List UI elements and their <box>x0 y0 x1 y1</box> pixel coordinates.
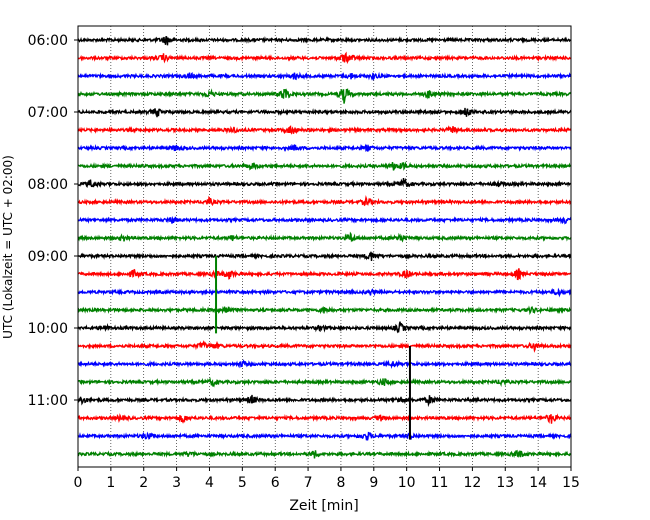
tall-events <box>215 256 411 440</box>
trace-line <box>77 51 572 65</box>
trace-line <box>77 231 572 243</box>
trace-line <box>77 359 572 370</box>
trace-line <box>77 449 572 459</box>
y-axis-ticks: 06:00 07:00 08:00 09:00 10:00 11:00 <box>28 33 78 409</box>
trace-line <box>77 377 572 388</box>
trace-line <box>77 287 572 298</box>
x-tick-label: 13 <box>496 475 514 491</box>
x-tick-label: 9 <box>369 475 378 491</box>
x-tick-label: 0 <box>74 475 83 491</box>
y-tick-label: 10:00 <box>28 321 68 337</box>
x-tick-label: 11 <box>431 475 449 491</box>
seismogram-traces <box>77 36 572 459</box>
trace-line <box>77 71 572 81</box>
y-tick-label: 07:00 <box>28 105 68 121</box>
x-tick-label: 14 <box>529 475 547 491</box>
trace-line <box>77 340 572 353</box>
trace-line <box>77 125 572 135</box>
trace-line <box>77 177 572 189</box>
x-tick-label: 3 <box>172 475 181 491</box>
trace-line <box>77 195 572 207</box>
x-tick-label: 10 <box>398 475 416 491</box>
y-tick-label: 11:00 <box>28 393 68 409</box>
x-axis-ticks: 0 1 2 3 4 5 6 7 8 9 10 11 12 13 14 15 <box>74 467 580 491</box>
x-tick-label: 7 <box>304 475 313 491</box>
trace-line <box>77 394 572 408</box>
x-tick-label: 15 <box>562 475 580 491</box>
trace-line <box>77 268 572 281</box>
trace-line <box>77 36 572 46</box>
x-tick-label: 4 <box>205 475 214 491</box>
plot-frame <box>77 25 572 468</box>
trace-line <box>77 107 572 118</box>
trace-line <box>77 251 572 262</box>
x-tick-label: 2 <box>139 475 148 491</box>
y-axis-label: UTC (Lokalzeit = UTC + 02:00) <box>1 155 15 339</box>
x-tick-label: 1 <box>106 475 115 491</box>
y-tick-label: 09:00 <box>28 249 68 265</box>
y-tick-label: 08:00 <box>28 177 68 193</box>
trace-line <box>77 431 572 441</box>
x-axis-label: Zeit [min] <box>289 498 358 514</box>
trace-line <box>77 88 572 104</box>
x-tick-label: 5 <box>238 475 247 491</box>
trace-line <box>77 305 572 316</box>
trace-line <box>77 161 572 171</box>
x-tick-label: 12 <box>463 475 481 491</box>
trace-line <box>77 413 572 424</box>
trace-line <box>77 321 572 334</box>
x-tick-label: 8 <box>336 475 345 491</box>
y-tick-label: 06:00 <box>28 33 68 49</box>
trace-line <box>77 215 572 225</box>
x-tick-label: 6 <box>271 475 280 491</box>
trace-line <box>77 143 572 153</box>
